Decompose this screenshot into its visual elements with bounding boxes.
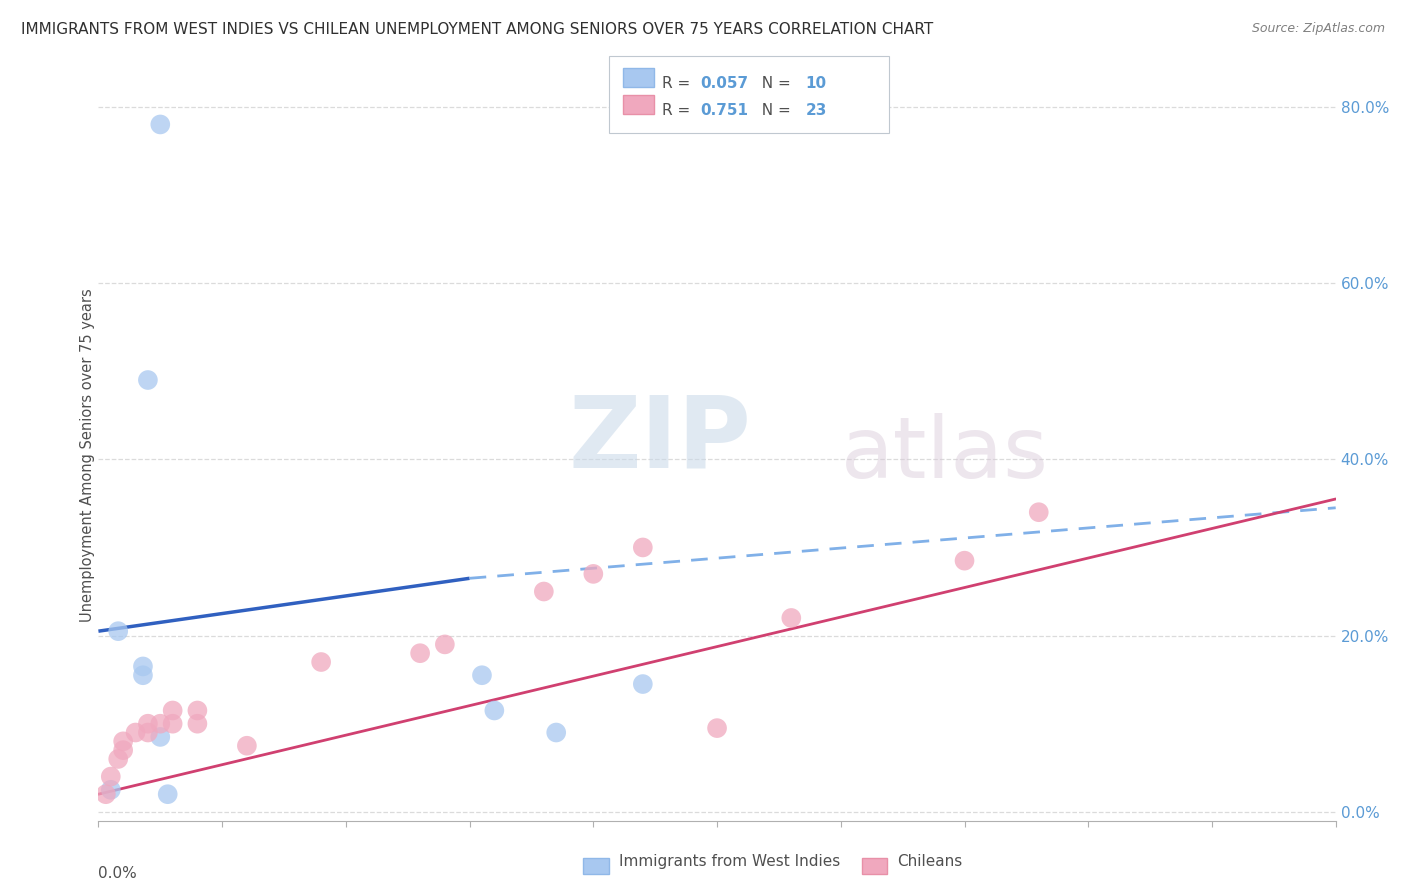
Text: N =: N = <box>752 103 796 118</box>
Point <box>100 782 122 797</box>
Text: Immigrants from West Indies: Immigrants from West Indies <box>619 855 839 869</box>
Point <box>484 704 506 718</box>
Text: 0.751: 0.751 <box>700 103 748 118</box>
Point <box>149 730 172 744</box>
Point <box>433 637 456 651</box>
Point <box>149 716 172 731</box>
Point <box>112 734 135 748</box>
Text: R =: R = <box>662 103 696 118</box>
Point <box>631 541 654 555</box>
Text: N =: N = <box>752 76 796 91</box>
Point <box>471 668 494 682</box>
Point <box>186 716 208 731</box>
Point <box>112 743 135 757</box>
Point <box>107 752 129 766</box>
Point <box>186 704 208 718</box>
Point <box>132 659 155 673</box>
Text: 0.0%: 0.0% <box>98 866 138 881</box>
Point <box>1028 505 1050 519</box>
Point <box>136 716 159 731</box>
Point <box>582 566 605 581</box>
Point <box>409 646 432 660</box>
Text: 0.057: 0.057 <box>700 76 748 91</box>
Point <box>149 118 172 132</box>
Point <box>100 770 122 784</box>
Point <box>162 704 184 718</box>
Point <box>94 787 117 801</box>
Text: atlas: atlas <box>841 413 1049 497</box>
Text: ZIP: ZIP <box>568 392 751 489</box>
Point <box>132 668 155 682</box>
Point <box>546 725 568 739</box>
Text: 23: 23 <box>806 103 827 118</box>
Text: Chileans: Chileans <box>897 855 962 869</box>
Point <box>533 584 555 599</box>
Text: R =: R = <box>662 76 696 91</box>
Text: 10: 10 <box>806 76 827 91</box>
Point <box>631 677 654 691</box>
Point <box>706 721 728 735</box>
Point <box>236 739 259 753</box>
Point <box>124 725 146 739</box>
Point <box>136 373 159 387</box>
Text: IMMIGRANTS FROM WEST INDIES VS CHILEAN UNEMPLOYMENT AMONG SENIORS OVER 75 YEARS : IMMIGRANTS FROM WEST INDIES VS CHILEAN U… <box>21 22 934 37</box>
Y-axis label: Unemployment Among Seniors over 75 years: Unemployment Among Seniors over 75 years <box>80 288 94 622</box>
Point <box>107 624 129 639</box>
Point <box>953 554 976 568</box>
Text: Source: ZipAtlas.com: Source: ZipAtlas.com <box>1251 22 1385 36</box>
Point <box>780 611 803 625</box>
Point <box>156 787 179 801</box>
Point <box>162 716 184 731</box>
Point <box>309 655 332 669</box>
Point <box>136 725 159 739</box>
